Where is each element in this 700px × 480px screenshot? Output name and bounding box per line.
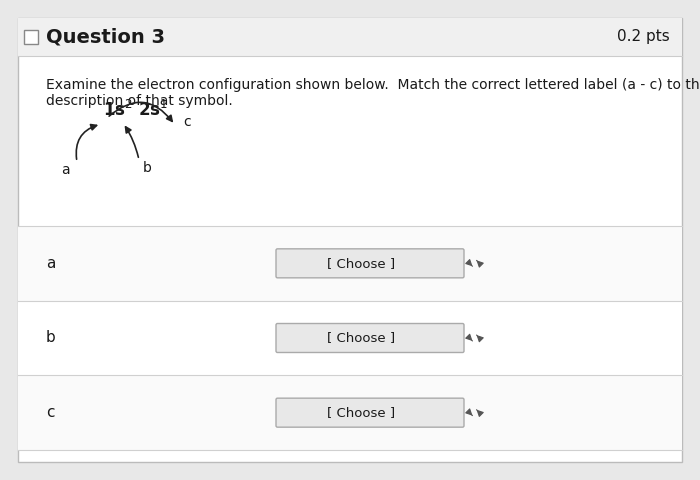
Text: c: c [183,115,190,129]
FancyBboxPatch shape [18,18,682,56]
Text: 1s$^2$ 2s$^1$: 1s$^2$ 2s$^1$ [103,100,168,120]
Text: b: b [46,331,56,346]
Text: b: b [143,161,151,175]
FancyBboxPatch shape [18,18,682,462]
FancyBboxPatch shape [18,226,682,300]
FancyBboxPatch shape [18,300,682,375]
Text: Question 3: Question 3 [46,27,165,47]
Text: [ Choose ]: [ Choose ] [327,257,395,270]
FancyBboxPatch shape [24,30,38,44]
Text: [ Choose ]: [ Choose ] [327,332,395,345]
Text: c: c [46,405,55,420]
FancyBboxPatch shape [276,249,464,278]
Text: a: a [61,163,69,177]
FancyBboxPatch shape [276,324,464,352]
FancyBboxPatch shape [276,398,464,427]
Text: [ Choose ]: [ Choose ] [327,406,395,419]
Text: 0.2 pts: 0.2 pts [617,29,670,45]
Text: description of that symbol.: description of that symbol. [46,94,232,108]
Text: Examine the electron configuration shown below.  Match the correct lettered labe: Examine the electron configuration shown… [46,78,700,92]
FancyBboxPatch shape [18,375,682,450]
Text: a: a [46,256,55,271]
